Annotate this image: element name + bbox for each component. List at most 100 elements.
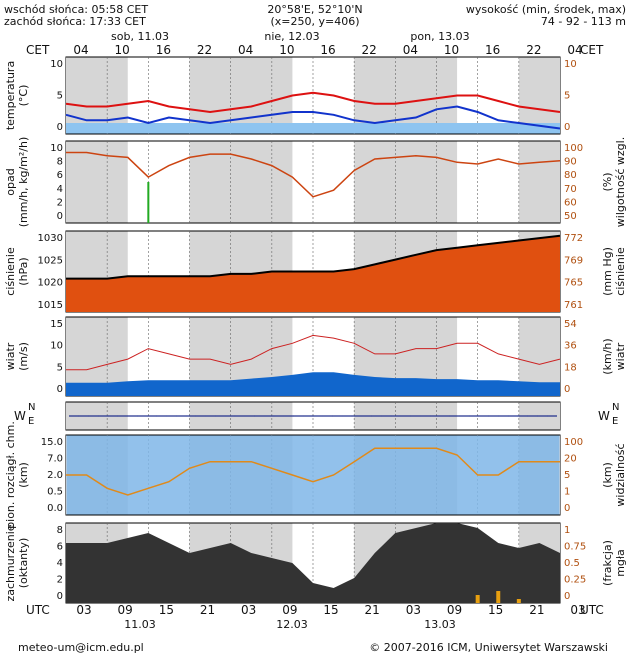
right-tick: 5: [564, 470, 570, 481]
right-tick: 1: [564, 487, 570, 498]
panel-label: temperatura: [4, 61, 17, 130]
right-tick: 18: [564, 362, 577, 373]
right-tick: 0: [564, 384, 570, 395]
bottom-date-1: 11.03: [124, 618, 156, 631]
panel-unit: (oktanty): [17, 538, 30, 589]
left-tick: 7.0: [47, 454, 63, 465]
night-band: [354, 57, 458, 134]
compass-e: E: [28, 416, 34, 427]
panel-label: pion. rozciągł. chm.: [4, 421, 17, 529]
precip-bar: [147, 182, 150, 223]
right-tick: 0.75: [564, 542, 586, 553]
bottom-tz-right: UTC: [580, 603, 604, 617]
night-band: [189, 57, 293, 134]
humidity-line: [66, 151, 561, 198]
right-tick: 100: [564, 143, 583, 154]
bottom-hour-label: 03: [406, 603, 421, 617]
right-tick: 50: [564, 211, 577, 222]
left-tick: 0: [57, 591, 63, 602]
compass-e-right: E: [612, 416, 618, 427]
right-tick: 761: [564, 300, 583, 311]
right-tick: 20: [564, 454, 577, 465]
night-band: [66, 57, 128, 134]
compass-w: W: [14, 409, 26, 423]
bottom-hour-label: 15: [323, 603, 338, 617]
compass-n-right: N: [612, 402, 619, 413]
panel-right-label: mgła: [614, 549, 627, 577]
left-tick: 15.0: [41, 437, 63, 448]
bottom-date-3: 13.03: [424, 618, 456, 631]
right-tick: 100: [564, 437, 583, 448]
bottom-hour-label: 09: [118, 603, 133, 617]
left-tick: 1025: [38, 255, 63, 266]
elevation-title: wysokość (min, środek, max): [466, 3, 626, 16]
top-hour-ticks: 04 10 16 22 04 10 16 22 04 10 16 22 04: [73, 43, 582, 57]
top-hour-label: 22: [197, 43, 212, 57]
night-band: [189, 141, 293, 223]
right-tick: 10: [564, 59, 577, 70]
bottom-hour-label: 03: [76, 603, 91, 617]
left-tick: 2: [57, 575, 63, 586]
top-hour-label: 10: [115, 43, 130, 57]
panel-right-unit: (%): [601, 172, 614, 191]
bottom-tz-left: UTC: [26, 603, 50, 617]
left-tick: 6: [57, 542, 63, 553]
top-hour-label: 22: [526, 43, 541, 57]
right-tick: 0.5: [564, 558, 580, 569]
right-tick: 765: [564, 278, 583, 289]
top-hour-label: 16: [156, 43, 171, 57]
panel-pressure: ciśnienie (hPa) ciśnienie(mm Hg)1030102510…: [4, 230, 627, 313]
panel-visibility: pion. rozciągł. chm. (km) widzialność(km)1…: [4, 421, 627, 529]
footer-email[interactable]: meteo-um@icm.edu.pl: [18, 641, 144, 654]
top-hour-label: 04: [403, 43, 418, 57]
fog-bar: [496, 591, 501, 603]
wind-gust-line: [66, 334, 561, 371]
panel-label: wiatr: [4, 342, 17, 370]
wind-speed-area: [66, 372, 560, 396]
bottom-hour-label: 21: [200, 603, 215, 617]
top-tz-right: CET: [580, 43, 604, 57]
right-tick: 70: [564, 184, 577, 195]
bottom-date-2: 12.03: [276, 618, 308, 631]
bottom-hour-label: 21: [365, 603, 380, 617]
below-zero-band: [66, 123, 560, 134]
left-tick: 10: [50, 59, 63, 70]
left-tick: 4: [57, 558, 63, 569]
day-label-3: pon, 13.03: [410, 30, 469, 43]
bottom-hour-label: 03: [570, 603, 585, 617]
right-tick: 60: [564, 197, 577, 208]
panel-right-unit: (km/h): [601, 338, 614, 374]
bottom-hour-label: 15: [488, 603, 503, 617]
top-hour-label: 04: [73, 43, 88, 57]
top-hour-label: 16: [485, 43, 500, 57]
right-tick: 36: [564, 341, 577, 352]
panel-unit: (mm/h, kg/m²/h): [17, 137, 30, 228]
elevation-values: 74 - 92 - 113 m: [541, 15, 626, 28]
panel-label: ciśnienie: [4, 247, 17, 296]
top-hour-label: 04: [567, 43, 582, 57]
panel-precip: opad (mm/h, kg/m²/h) wilgotność wzgl.(%) 10…: [4, 137, 627, 228]
top-hour-label: 04: [238, 43, 253, 57]
footer-copyright: © 2007-2016 ICM, Uniwersytet Warszawski: [369, 641, 608, 654]
left-tick: 1030: [38, 233, 63, 244]
right-tick: 0: [564, 122, 570, 133]
panel-right-label: wiatr: [614, 342, 627, 370]
top-hour-label: 10: [444, 43, 459, 57]
panel-unit: (hPa): [17, 257, 30, 285]
left-tick: 2.0: [47, 470, 63, 481]
left-tick: 0: [57, 384, 63, 395]
panel-unit: (km): [17, 462, 30, 488]
left-tick: 1015: [38, 300, 63, 311]
right-tick: 0: [564, 503, 570, 514]
right-tick: 80: [564, 170, 577, 181]
bottom-hour-label: 15: [159, 603, 174, 617]
panel-right-label: widzialność: [614, 443, 627, 506]
right-tick: 54: [564, 319, 577, 330]
left-tick: 6: [57, 170, 63, 181]
panel-temperature: temperatura (°C) 10 5 0 10 5 0: [4, 56, 577, 135]
left-tick: 5: [57, 362, 63, 373]
left-tick: 0: [57, 211, 63, 222]
